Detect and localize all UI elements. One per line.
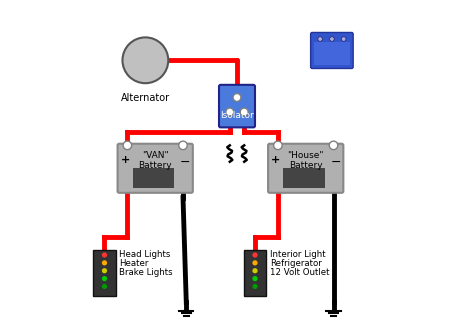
Text: Alternator: Alternator	[121, 93, 170, 103]
FancyBboxPatch shape	[152, 168, 174, 188]
Circle shape	[252, 284, 257, 289]
Text: −: −	[180, 155, 191, 168]
Text: Head Lights: Head Lights	[119, 249, 171, 258]
Circle shape	[341, 37, 346, 41]
FancyBboxPatch shape	[133, 168, 155, 188]
Circle shape	[240, 108, 248, 116]
Text: Isolator: Isolator	[220, 111, 254, 120]
FancyBboxPatch shape	[268, 144, 343, 193]
Circle shape	[233, 93, 241, 101]
Circle shape	[102, 260, 107, 265]
Text: +: +	[120, 155, 130, 165]
Circle shape	[329, 37, 334, 41]
Circle shape	[102, 252, 107, 258]
Text: Refrigerator: Refrigerator	[270, 259, 321, 268]
Text: −: −	[330, 155, 341, 168]
FancyBboxPatch shape	[310, 32, 353, 68]
FancyBboxPatch shape	[244, 250, 266, 296]
Circle shape	[102, 284, 107, 289]
Text: 12 Volt Outlet: 12 Volt Outlet	[270, 268, 329, 277]
Circle shape	[252, 268, 257, 273]
Text: Heater: Heater	[119, 259, 148, 268]
Circle shape	[122, 37, 168, 83]
FancyBboxPatch shape	[283, 168, 306, 188]
Circle shape	[102, 276, 107, 281]
FancyBboxPatch shape	[314, 42, 350, 65]
Circle shape	[252, 260, 257, 265]
Circle shape	[329, 141, 338, 149]
Text: "VAN"
Battery: "VAN" Battery	[138, 151, 172, 170]
Circle shape	[179, 141, 187, 149]
Circle shape	[226, 108, 234, 116]
Circle shape	[318, 37, 322, 41]
Text: Interior Light: Interior Light	[270, 249, 325, 258]
Text: +: +	[271, 155, 280, 165]
Circle shape	[252, 252, 257, 258]
Text: "House"
Battery: "House" Battery	[287, 151, 324, 170]
FancyBboxPatch shape	[219, 85, 255, 127]
FancyBboxPatch shape	[93, 250, 116, 296]
Circle shape	[252, 276, 257, 281]
FancyBboxPatch shape	[302, 168, 325, 188]
Circle shape	[123, 141, 132, 149]
FancyBboxPatch shape	[118, 144, 193, 193]
Text: Brake Lights: Brake Lights	[119, 268, 173, 277]
Circle shape	[102, 268, 107, 273]
Circle shape	[273, 141, 282, 149]
